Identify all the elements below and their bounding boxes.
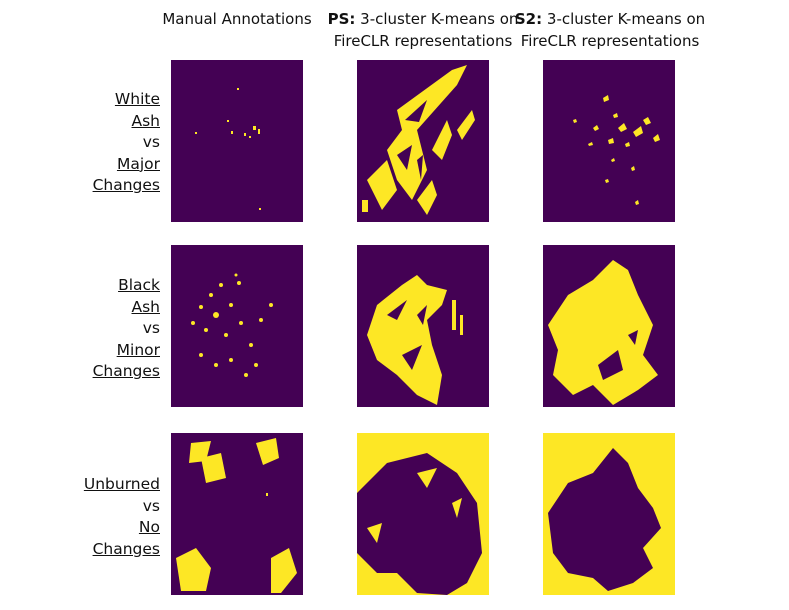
header-text: Manual Annotations xyxy=(162,10,312,28)
label-line: No xyxy=(138,518,160,536)
panel-image xyxy=(357,245,489,407)
label-line: White xyxy=(114,90,160,108)
label-line: Minor xyxy=(116,340,160,359)
header-prefix: S2: xyxy=(514,10,543,28)
column-header: PS: 3-cluster K-means on FireCLR represe… xyxy=(323,8,523,52)
label-line: Changes xyxy=(92,176,160,194)
panel-image xyxy=(543,433,675,595)
header-text: 3-cluster K-means on FireCLR representat… xyxy=(333,10,519,50)
panel-image xyxy=(543,60,675,222)
panel-image xyxy=(357,433,489,595)
label-line: vs xyxy=(142,133,160,151)
row-label: Unburned vs No Changes xyxy=(84,474,160,560)
panel-image xyxy=(171,60,303,222)
label-line: vs xyxy=(142,496,160,515)
label-line: Black xyxy=(118,276,160,294)
row-label: Black Ash vs Minor Changes xyxy=(93,275,160,383)
column-header: Manual Annotations xyxy=(137,8,337,30)
panel-image xyxy=(357,60,489,222)
label-line: vs xyxy=(142,319,160,337)
label-line: Ash xyxy=(131,111,160,130)
header-text: 3-cluster K-means on FireCLR representat… xyxy=(520,10,706,50)
row-label: White Ash vs Major Changes xyxy=(93,89,160,197)
panel-image xyxy=(171,245,303,407)
header-prefix: PS: xyxy=(327,10,356,28)
panel-image xyxy=(171,433,303,595)
label-line: Unburned xyxy=(83,475,160,493)
label-line: Ash xyxy=(131,297,160,316)
panel-image xyxy=(543,245,675,407)
label-line: Changes xyxy=(92,362,160,380)
column-header: S2: 3-cluster K-means on FireCLR represe… xyxy=(510,8,710,52)
label-line: Major xyxy=(116,154,160,173)
label-line: Changes xyxy=(92,539,160,558)
